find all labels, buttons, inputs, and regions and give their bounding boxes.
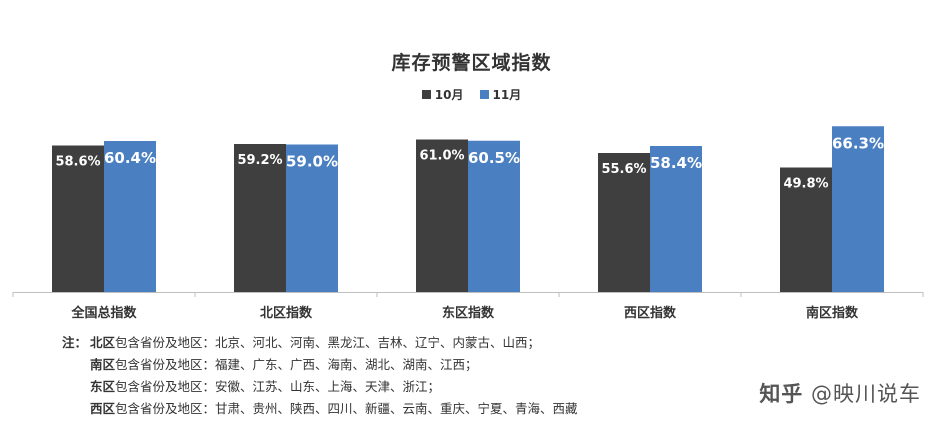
data-label-oct: 49.8% <box>783 177 828 192</box>
note-region-west: 西区 <box>90 401 116 416</box>
bar-nov <box>650 146 702 292</box>
bar-oct <box>598 153 650 292</box>
legend-item-oct: 10月 <box>421 86 464 103</box>
data-label-nov: 60.4% <box>104 149 156 167</box>
watermark-site: 知乎 <box>759 382 804 406</box>
legend-label-nov: 11月 <box>492 88 522 102</box>
legend-swatch-oct <box>421 90 431 99</box>
bar-chart: 58.6% 60.4% 全国总指数 59.2% 59.0% 北区指数 61.0% 60.5% 东… <box>12 126 924 321</box>
chart-notes: 注： 北区包含省份及地区：北京、河北、河南、黑龙江、吉林、辽宁、内蒙古、山西； 南… <box>62 332 578 420</box>
bar-oct <box>416 139 468 292</box>
data-label-nov: 66.3% <box>832 134 884 152</box>
bar-nov <box>832 126 884 292</box>
data-label-nov: 58.4% <box>650 154 702 172</box>
note-prefix: 注： <box>62 335 88 350</box>
bar-oct <box>52 145 104 292</box>
note-text-west: 包含省份及地区：甘肃、贵州、陕西、四川、新疆、云南、重庆、宁夏、青海、西藏 <box>115 401 578 416</box>
data-label-nov: 59.0% <box>286 153 338 171</box>
category-label: 北区指数 <box>260 305 313 321</box>
data-label-oct: 58.6% <box>55 155 100 170</box>
category-label: 南区指数 <box>806 305 859 321</box>
chart-title: 库存预警区域指数 <box>391 52 552 74</box>
note-region-north: 北区 <box>90 335 116 350</box>
watermark-author: @映川说车 <box>811 382 921 406</box>
legend-label-oct: 10月 <box>434 88 464 102</box>
legend-item-nov: 11月 <box>479 86 522 103</box>
data-label-nov: 60.5% <box>468 149 520 167</box>
note-row-east: 东区包含省份及地区：安徽、江苏、山东、上海、天津、浙江； <box>62 376 578 398</box>
note-text-south: 包含省份及地区：福建、广东、广西、海南、湖北、湖南、江西； <box>115 357 478 372</box>
bar-oct <box>234 144 286 292</box>
note-region-south: 南区 <box>90 357 116 372</box>
category-label: 东区指数 <box>442 305 495 321</box>
data-label-oct: 61.0% <box>419 149 464 164</box>
bar-nov <box>104 141 156 292</box>
note-text-north: 包含省份及地区：北京、河北、河南、黑龙江、吉林、辽宁、内蒙古、山西； <box>115 335 541 350</box>
note-text-east: 包含省份及地区：安徽、江苏、山东、上海、天津、浙江； <box>115 379 441 394</box>
legend-swatch-nov <box>479 90 489 99</box>
category-label: 西区指数 <box>624 305 677 321</box>
note-region-east: 东区 <box>90 379 116 394</box>
bar-oct <box>780 167 832 292</box>
watermark: 知乎 @映川说车 <box>759 378 921 408</box>
bar-nov <box>468 140 520 292</box>
note-row-west: 西区包含省份及地区：甘肃、贵州、陕西、四川、新疆、云南、重庆、宁夏、青海、西藏 <box>62 398 578 420</box>
note-row-north: 注： 北区包含省份及地区：北京、河北、河南、黑龙江、吉林、辽宁、内蒙古、山西； <box>62 332 578 354</box>
note-row-south: 南区包含省份及地区：福建、广东、广西、海南、湖北、湖南、江西； <box>62 354 578 376</box>
data-label-oct: 55.6% <box>601 162 646 177</box>
chart-legend: 10月 11月 <box>0 86 943 103</box>
bar-nov <box>286 144 338 292</box>
category-label: 全国总指数 <box>70 305 137 321</box>
data-label-oct: 59.2% <box>237 153 282 168</box>
